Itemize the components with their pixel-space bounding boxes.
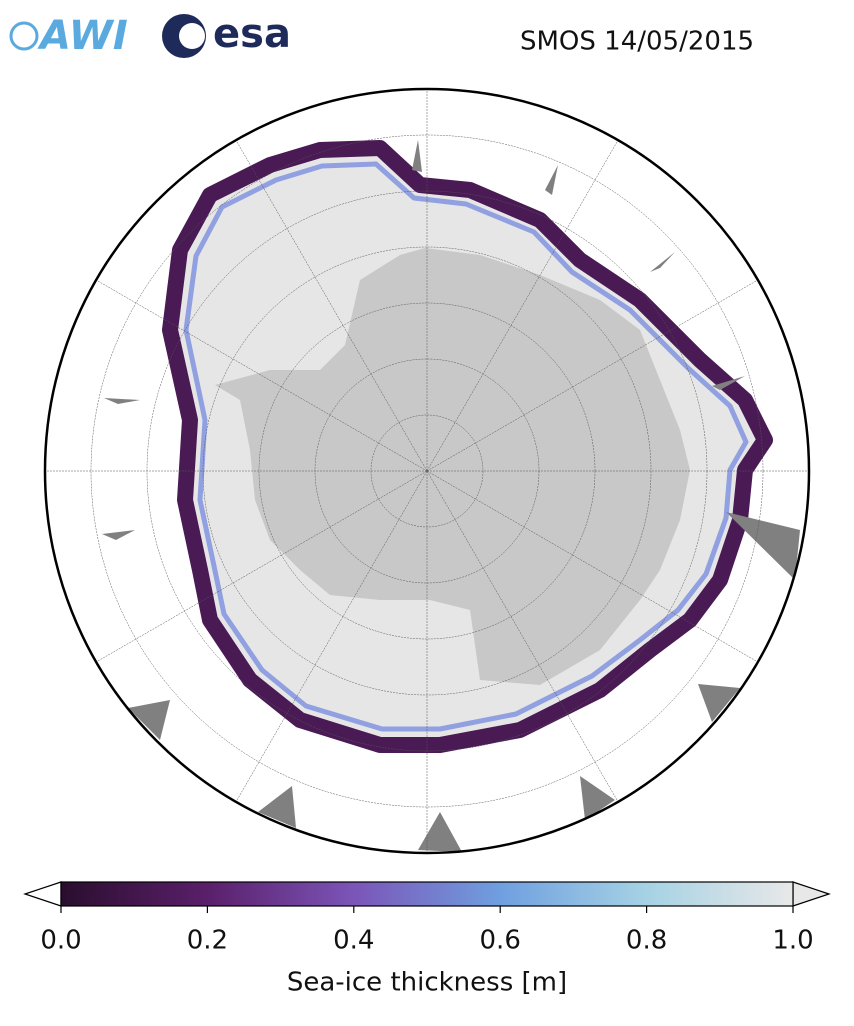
sea-ice-edge bbox=[183, 161, 749, 732]
colorbar-label: Sea-ice thickness [m] bbox=[287, 968, 567, 998]
meridian bbox=[426, 470, 628, 818]
meridian bbox=[226, 470, 428, 818]
colorbar-tick-label: 0.0 bbox=[40, 926, 81, 956]
meridian bbox=[80, 470, 428, 672]
colorbar-tick-label: 1.0 bbox=[772, 926, 813, 956]
colorbar-tick-label: 0.8 bbox=[626, 926, 667, 956]
esa-text: esa bbox=[213, 11, 291, 57]
meridian bbox=[226, 124, 428, 472]
colorbar-extend-low bbox=[23, 881, 62, 907]
awi-logo: AWI bbox=[9, 13, 128, 59]
colorbar-tick-label: 0.2 bbox=[187, 926, 228, 956]
meridian bbox=[426, 470, 774, 672]
meridian bbox=[426, 270, 774, 472]
antarctica bbox=[215, 248, 690, 685]
colorbar-tick-label: 0.4 bbox=[333, 926, 374, 956]
map-frame bbox=[43, 87, 811, 855]
land-patches bbox=[102, 140, 800, 852]
colorbar-extend-high bbox=[792, 881, 831, 907]
meridian bbox=[80, 270, 428, 472]
meridian bbox=[426, 124, 628, 472]
graticule-overlay bbox=[45, 89, 809, 853]
colorbar-tick-label: 0.6 bbox=[480, 926, 521, 956]
colorbar bbox=[23, 881, 831, 913]
awi-text: AWI bbox=[37, 13, 128, 59]
map-title: SMOS 14/05/2015 bbox=[520, 27, 754, 57]
colorbar-body bbox=[60, 881, 794, 907]
esa-logo: esa bbox=[162, 11, 291, 58]
map bbox=[45, 89, 809, 853]
